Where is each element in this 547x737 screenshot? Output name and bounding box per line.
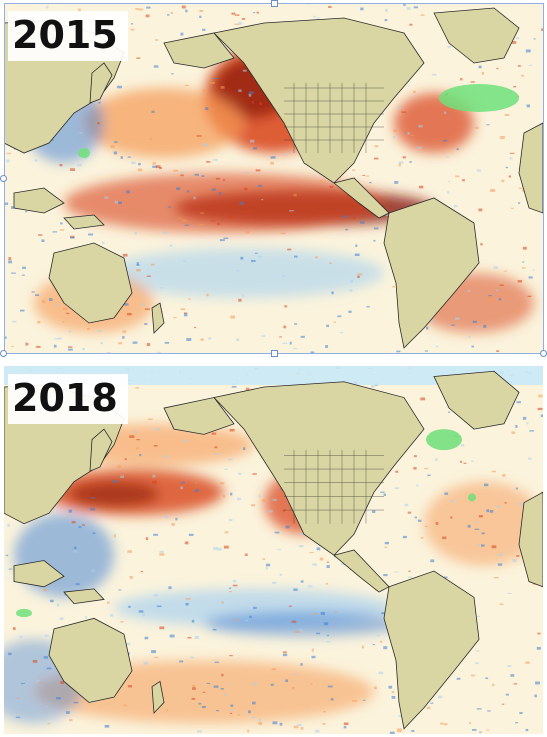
warm-anomaly-atlantic xyxy=(424,481,543,566)
land-alaska xyxy=(163,32,235,69)
green-anomaly-patches xyxy=(16,429,476,618)
land-alaska xyxy=(163,397,235,435)
selection-frame-right xyxy=(543,3,544,354)
land-indonesia xyxy=(13,187,65,214)
land-greenland xyxy=(433,370,520,430)
land-south-america xyxy=(383,570,480,730)
political-borders xyxy=(284,450,384,524)
political-borders xyxy=(284,83,384,153)
cool-anomaly-south-pacific xyxy=(104,248,384,298)
land-japan xyxy=(89,62,113,104)
warm-core-north-pacific xyxy=(69,481,159,507)
map-panel-2015: 2015 xyxy=(4,3,543,353)
land-north-america xyxy=(213,17,425,184)
land-new-guinea xyxy=(63,588,105,605)
land-greenland xyxy=(433,7,520,64)
resize-handle-top-center[interactable] xyxy=(271,0,278,7)
year-label-2018: 2018 xyxy=(8,374,128,424)
sst-anomaly-map-2018 xyxy=(4,366,543,734)
land-australia xyxy=(48,617,133,703)
resize-handle-bottom-left[interactable] xyxy=(0,350,7,357)
land-new-guinea xyxy=(63,214,105,230)
map-panel-2018: 2018 xyxy=(4,366,543,734)
resize-handle-left-middle[interactable] xyxy=(0,175,7,182)
warm-anomaly-central-pacific xyxy=(84,88,244,158)
cool-core-equatorial xyxy=(204,610,404,637)
land-new-zealand xyxy=(151,302,165,334)
year-label-2015: 2015 xyxy=(8,11,128,61)
land-africa-edge xyxy=(518,491,543,588)
resize-handle-bottom-right[interactable] xyxy=(540,350,547,357)
land-south-america xyxy=(383,197,480,349)
land-new-zealand xyxy=(151,680,165,714)
resize-handle-bottom-center[interactable] xyxy=(271,350,278,357)
land-indonesia xyxy=(13,560,65,588)
land-masses xyxy=(4,7,543,349)
warm-band-equatorial xyxy=(64,173,384,233)
land-north-america xyxy=(213,381,425,556)
land-africa-edge xyxy=(518,122,543,214)
sst-anomaly-map-2015 xyxy=(4,3,543,353)
arctic-ice-band xyxy=(4,366,543,385)
land-japan xyxy=(89,428,113,472)
land-australia xyxy=(48,242,133,324)
green-anomaly-patches xyxy=(78,84,519,158)
cool-anomaly-west-pacific xyxy=(14,513,114,598)
